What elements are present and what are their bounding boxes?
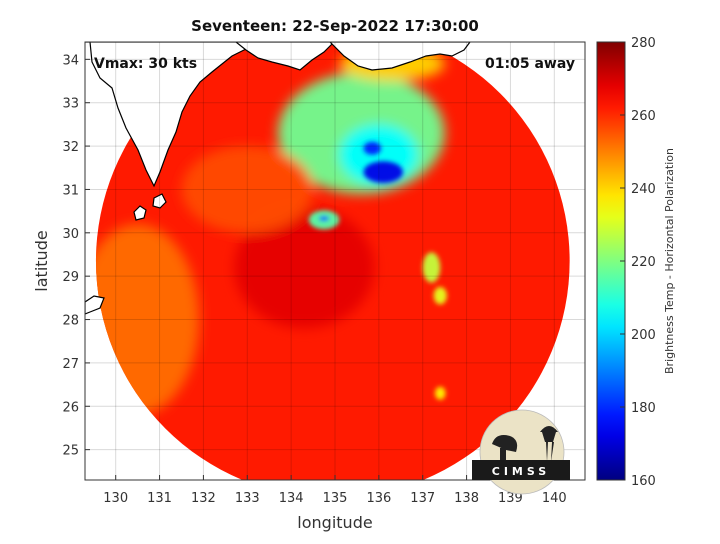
brightness-feature [435, 386, 446, 400]
x-tick-label: 136 [366, 491, 391, 506]
y-axis-label: latitude [32, 230, 51, 291]
y-tick-label: 26 [62, 400, 79, 415]
brightness-feature [363, 141, 382, 155]
logo-radar-dish [492, 435, 518, 452]
island-tanegashima [133, 205, 147, 221]
x-tick-label: 130 [103, 491, 128, 506]
x-tick-label: 140 [542, 491, 567, 506]
colorbar-tick-label: 280 [631, 36, 656, 51]
x-tick-label: 139 [498, 491, 523, 506]
x-tick-label: 134 [279, 491, 304, 506]
y-tick-label: 29 [62, 270, 79, 285]
y-tick-label: 33 [62, 97, 79, 112]
land-coastline [85, 42, 471, 315]
y-tick-label: 32 [62, 140, 79, 155]
colorbar-tick-label: 240 [631, 182, 656, 197]
logo-text: CIMSS [492, 465, 550, 478]
y-tick-label: 28 [62, 314, 79, 329]
time-offset-annotation: 01:05 away [485, 56, 575, 72]
land-kyushu [85, 42, 263, 188]
brightness-feature [433, 287, 447, 305]
y-tick-label: 30 [62, 227, 79, 242]
x-axis-label: longitude [297, 513, 372, 532]
island-yakushima [152, 193, 167, 209]
colorbar-tick-label: 160 [631, 474, 656, 489]
brightness-feature [234, 206, 375, 329]
land-honshu [329, 42, 471, 71]
brightness-cores [308, 141, 447, 400]
colorbar-tick-label: 180 [631, 401, 656, 416]
vmax-annotation: Vmax: 30 kts [94, 56, 197, 72]
y-axis: 25 26 27 28 29 30 31 32 33 34 [62, 53, 90, 459]
logo-water-tower [540, 426, 558, 462]
colorbar: 160 180 200 220 240 260 280 Brightness Temp - … [596, 36, 676, 489]
colorbar-ticks: 160 180 200 220 240 260 280 [620, 36, 656, 489]
x-tick-label: 132 [191, 491, 216, 506]
colorbar-tick-label: 220 [631, 255, 656, 270]
brightness-feature [318, 215, 330, 222]
grid [85, 42, 585, 480]
x-axis: 130 131 132 133 134 135 136 137 138 139 140 [103, 475, 567, 506]
chart-title: Seventeen: 22-Sep-2022 17:30:00 [191, 17, 479, 35]
cimss-logo: CIMSS [472, 409, 570, 495]
y-tick-label: 31 [62, 183, 79, 198]
y-tick-label: 25 [62, 444, 79, 459]
colorbar-tick-label: 260 [631, 109, 656, 124]
brightness-feature [422, 252, 441, 283]
brightness-feature [181, 146, 314, 233]
x-tick-label: 135 [323, 491, 348, 506]
brightness-feature [363, 161, 403, 183]
island-amami [85, 295, 105, 315]
x-tick-label: 137 [410, 491, 435, 506]
x-tick-label: 133 [235, 491, 260, 506]
colorbar-label: Brightness Temp - Horizontal Polarizatio… [663, 148, 676, 374]
swath-layer [85, 42, 570, 480]
x-tick-label: 131 [147, 491, 172, 506]
x-tick-label: 138 [454, 491, 479, 506]
colorbar-tick-label: 200 [631, 328, 656, 343]
y-tick-label: 27 [62, 357, 79, 372]
y-tick-label: 34 [62, 53, 79, 68]
